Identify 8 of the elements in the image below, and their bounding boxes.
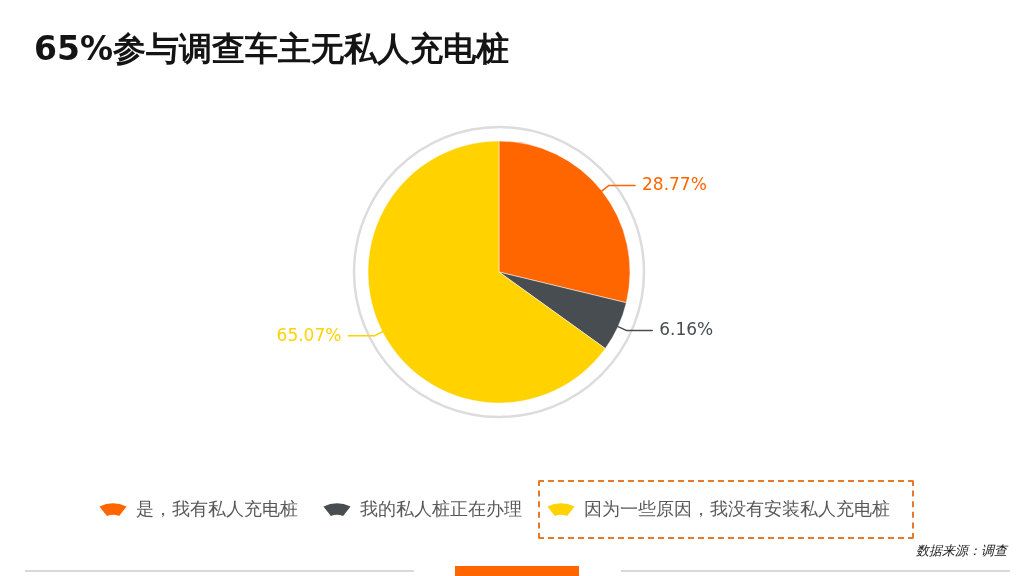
data-label: 65.07% bbox=[276, 324, 342, 345]
chart-title: 65%参与调查车主无私人充电桩 bbox=[34, 28, 509, 70]
legend-label: 因为一些原因，我没有安装私人充电桩 bbox=[584, 498, 890, 519]
legend-label: 我的私人桩正在办理 bbox=[360, 498, 522, 519]
legend-label: 是，我有私人充电桩 bbox=[136, 498, 298, 519]
data-label: 28.77% bbox=[642, 174, 707, 195]
source-note: 数据来源：调查 bbox=[916, 542, 1007, 560]
data-label: 6.16% bbox=[659, 319, 714, 340]
